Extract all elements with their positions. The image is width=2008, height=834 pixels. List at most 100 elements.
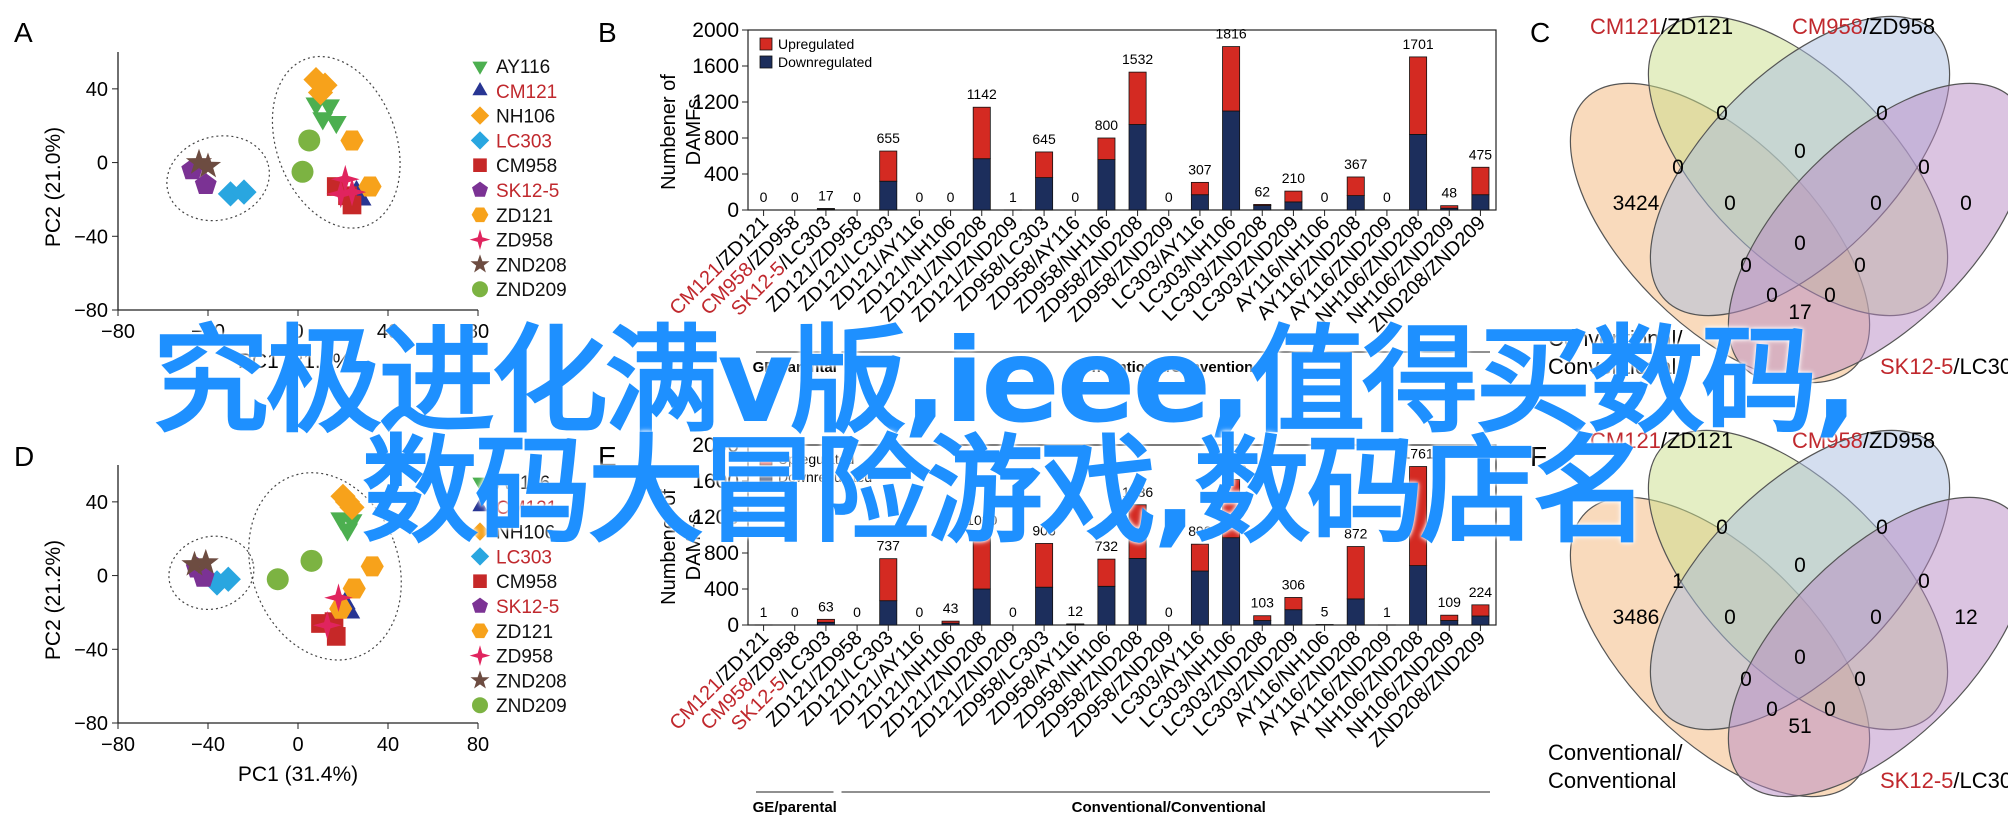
group-label-conventional: Conventional/Conventional [1072, 799, 1266, 816]
legend-marker [471, 623, 489, 639]
data-point [303, 67, 329, 93]
venn-set-label-line-2: Conventional [1548, 768, 1676, 793]
bar-upregulated [1471, 604, 1490, 617]
bar-upregulated [972, 532, 991, 590]
y-tick-label: 400 [704, 163, 739, 186]
group-label-ge: GE/parental [753, 359, 837, 376]
legend-marker [472, 181, 488, 197]
panel-letter-f: F [1530, 441, 1547, 472]
bar-upregulated [1190, 181, 1209, 196]
legend-label: CM958 [496, 572, 557, 593]
y-tick-label: 0 [97, 566, 108, 588]
x-tick-label: 0 [292, 321, 303, 343]
bar-total-label: 43 [943, 600, 959, 616]
data-point [341, 514, 363, 533]
y-tick-label: −80 [74, 713, 108, 735]
bar-downregulated [972, 158, 991, 211]
legend-label-downregulated: Downregulated [778, 54, 872, 70]
bar-downregulated [1409, 133, 1428, 211]
bar-upregulated [1471, 166, 1490, 196]
plot-frame [747, 29, 1497, 211]
bar-upregulated [1222, 479, 1241, 539]
data-point [358, 176, 382, 197]
legend-label: LC303 [496, 131, 552, 152]
legend-marker [473, 158, 487, 172]
bar-total-label: 1701 [1403, 36, 1434, 52]
bar-downregulated [1097, 159, 1116, 211]
y-tick-label: 1600 [692, 470, 739, 493]
bar-downregulated [1253, 205, 1272, 211]
bar-total-label: 898 [1188, 523, 1212, 539]
y-tick-label: 40 [86, 492, 108, 514]
bar-total-label: 872 [1344, 526, 1368, 542]
data-point [291, 160, 314, 183]
bar-total-label: 475 [1469, 146, 1493, 162]
bar-downregulated [816, 621, 835, 626]
bar-total-label: 1 [760, 604, 768, 620]
y-tick-label: 2000 [692, 434, 739, 457]
venn-set-label-line-2: Conventional [1548, 354, 1676, 379]
data-point [329, 598, 353, 619]
bar-downregulated [1128, 558, 1147, 626]
bar-total-label: 0 [853, 604, 861, 620]
data-point [298, 129, 321, 152]
legend-swatch-downregulated [759, 470, 773, 484]
venn-region-count: 0 [1854, 668, 1866, 691]
x-axis-title: PC1 (31.4%) [238, 350, 358, 373]
legend-marker [471, 207, 489, 223]
legend-label-upregulated: Upregulated [778, 451, 854, 467]
venn-set-label-line-1: Conventional/ [1548, 326, 1683, 351]
bar-upregulated [972, 106, 991, 160]
bar-downregulated [1471, 615, 1490, 626]
legend-label: ZND209 [496, 696, 567, 717]
legend-label: NH106 [496, 107, 555, 128]
x-tick-label: −40 [191, 734, 225, 756]
bar-upregulated [1128, 504, 1147, 559]
venn-region-count: 0 [1724, 192, 1736, 215]
data-point [312, 611, 342, 640]
legend-label: SK12-5 [496, 181, 559, 202]
venn-set-label-line-1: Conventional/ [1548, 740, 1683, 765]
legend-label: AY116 [496, 57, 550, 78]
panel-letter-d: D [14, 441, 34, 472]
venn-set-label-part: /ZD958 [1863, 14, 1935, 39]
data-point [215, 566, 241, 592]
data-point [194, 173, 217, 194]
bar-upregulated [816, 618, 835, 623]
bar-upregulated [879, 150, 898, 182]
bar-downregulated [1128, 124, 1147, 211]
bar-upregulated [1190, 543, 1209, 572]
bar-total-label: 732 [1095, 538, 1119, 554]
bar-upregulated [1035, 151, 1054, 178]
bar-total-label: 1020 [966, 512, 997, 528]
y-tick-label: 2000 [692, 19, 739, 42]
bar-total-label: 0 [1321, 189, 1329, 205]
bar-upregulated [1222, 46, 1241, 112]
legend-marker [469, 229, 491, 250]
bar-total-label: 0 [1383, 189, 1391, 205]
legend-label: LC303 [496, 547, 552, 568]
venn-set-label-part: CM121 [1590, 428, 1661, 453]
venn-region-count: 0 [1960, 192, 1972, 215]
data-point [300, 549, 323, 572]
bar-total-label: 906 [1032, 522, 1056, 538]
bar-total-label: 1816 [1216, 26, 1247, 42]
overlay-banner-line-2: 数码大冒险游戏,数码店名 [361, 424, 1649, 559]
venn-region-count: 0 [1716, 102, 1728, 125]
venn-region-count: 0 [1876, 102, 1888, 125]
venn-region-count: 0 [1918, 570, 1930, 593]
venn-region-count: 0 [1716, 516, 1728, 539]
bar-upregulated [1097, 137, 1116, 161]
bar-upregulated [1409, 56, 1428, 135]
bar-total-label: 109 [1438, 594, 1462, 610]
bar-downregulated [1097, 585, 1116, 626]
bar-total-label: 62 [1254, 183, 1270, 199]
venn-set-ellipse [1727, 82, 2008, 384]
legend-label: CM121 [496, 498, 557, 519]
y-tick-label: 1200 [692, 506, 739, 529]
venn-region-count: 0 [1794, 554, 1806, 577]
bar-total-label: 0 [1071, 189, 1079, 205]
venn-region-count: 17 [1788, 301, 1811, 324]
venn-region-count: 0 [1766, 698, 1778, 721]
